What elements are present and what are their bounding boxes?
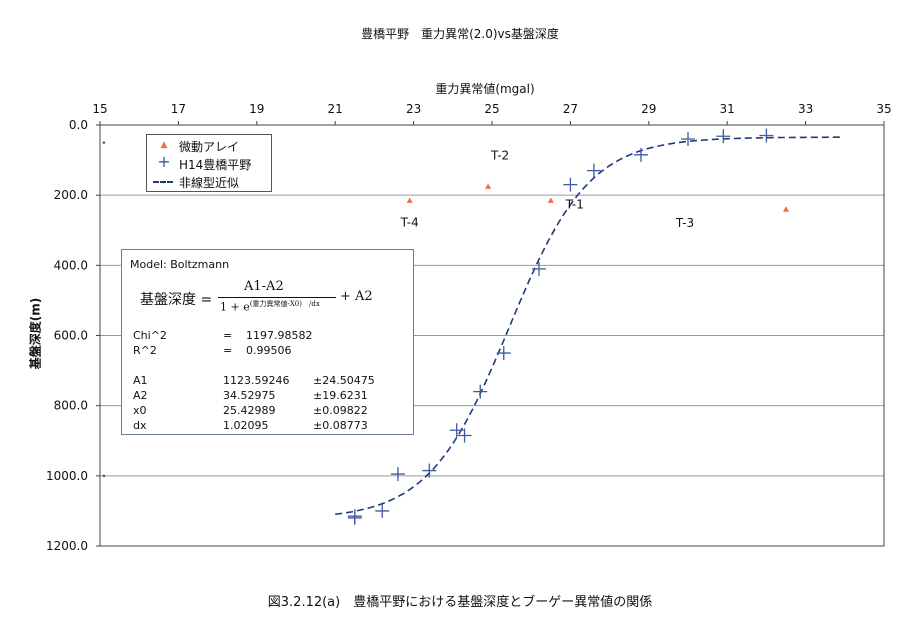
formula-fraction-bar — [218, 297, 336, 298]
chart-legend: ▲ 微動アレイ + H14豊橋平野 非線型近似 — [146, 134, 272, 192]
chart-title: 豊橋平野 重力異常(2.0)vs基盤深度 — [361, 27, 559, 41]
fit-model-box: Model: Boltzmann 基盤深度 = A1-A2 1 + e(重力異常… — [121, 249, 414, 435]
data-point-plus — [496, 346, 511, 361]
param-error: ±0.09822 — [313, 404, 368, 417]
x-tick-label: 35 — [876, 102, 891, 116]
param-value: 1.02095 — [223, 419, 269, 432]
y-tick-label: 1200.0 — [46, 539, 88, 553]
y-tick-label: 200.0 — [54, 188, 88, 202]
data-point-plus — [347, 510, 362, 525]
stat-eq: = — [223, 329, 233, 342]
x-tick-label: 33 — [798, 102, 813, 116]
param-error: ±24.50475 — [313, 374, 375, 387]
figure-caption: 図3.2.12(a) 豊橋平野における基盤深度とブーゲー異常値の関係 — [267, 595, 653, 610]
x-tick-label: 19 — [249, 102, 264, 116]
point-label: T-2 — [490, 148, 509, 162]
stat-eq: = — [223, 344, 233, 357]
point-label: T-1 — [565, 197, 584, 211]
legend-label-fit: 非線型近似 — [179, 176, 240, 190]
model-name: Model: Boltzmann — [130, 258, 230, 271]
data-point-plus — [473, 384, 488, 399]
x-tick-label: 15 — [92, 102, 107, 116]
legend-label-microtremor: 微動アレイ — [179, 140, 240, 154]
data-point-plus — [759, 128, 774, 143]
stat-value: 0.99506 — [246, 344, 292, 357]
y-tick-label: 800.0 — [54, 399, 88, 413]
data-point-plus — [681, 132, 695, 147]
x-tick-label: 17 — [171, 102, 186, 116]
legend-label-gravity: H14豊橋平野 — [179, 158, 252, 172]
x-tick-label: 25 — [484, 102, 499, 116]
data-point-plus — [532, 261, 547, 276]
formula-denominator: 1 + e(重力異常値-X0) /dx — [220, 300, 320, 314]
param-value: 1123.59246 — [223, 374, 290, 387]
data-point-triangle — [406, 197, 413, 203]
y-tick-label: 400.0 — [54, 258, 88, 272]
data-point-plus — [563, 177, 578, 192]
plus-marker-icon: + — [157, 152, 171, 171]
param-error: ±0.08773 — [313, 419, 368, 432]
legend-item-fit: 非線型近似 — [147, 173, 271, 191]
x-tick-label: 29 — [641, 102, 656, 116]
fit-curve — [335, 136, 841, 516]
edge-marker — [102, 141, 106, 144]
point-label: T-3 — [675, 216, 694, 230]
x-axis-title: 重力異常値(mgal) — [435, 82, 535, 96]
edge-marker — [102, 474, 106, 478]
data-point-plus — [375, 503, 390, 518]
param-name: x0 — [133, 404, 147, 417]
formula-numerator: A1-A2 — [244, 279, 284, 294]
data-point-triangle — [783, 206, 789, 212]
legend-item-gravity: + H14豊橋平野 — [147, 152, 271, 173]
triangle-marker-icon: ▲ — [160, 140, 168, 150]
param-error: ±19.6231 — [313, 389, 368, 402]
stat-name: R^2 — [133, 344, 157, 357]
y-tick-label: 0.0 — [69, 118, 88, 132]
x-tick-label: 31 — [720, 102, 735, 116]
formula-lhs: 基盤深度 = — [140, 292, 213, 308]
param-name: A2 — [133, 389, 148, 402]
data-point-plus — [457, 428, 472, 443]
param-name: A1 — [133, 374, 148, 387]
y-tick-label: 600.0 — [54, 329, 88, 343]
legend-item-microtremor: ▲ 微動アレイ — [147, 137, 271, 155]
formula-tail: + A2 — [340, 289, 373, 304]
x-tick-label: 27 — [563, 102, 578, 116]
point-label: T-4 — [400, 215, 419, 229]
x-tick-label: 21 — [328, 102, 343, 116]
data-point-plus — [422, 463, 437, 478]
dashed-line-icon — [153, 181, 173, 183]
x-tick-label: 23 — [406, 102, 421, 116]
data-point-plus — [390, 467, 405, 482]
data-point-plus — [449, 423, 464, 438]
y-tick-label: 1000.0 — [46, 469, 88, 483]
param-name: dx — [133, 419, 147, 432]
data-point-triangle — [485, 183, 492, 189]
data-point-triangle — [547, 197, 554, 203]
data-point-plus — [716, 129, 731, 144]
param-value: 34.52975 — [223, 389, 276, 402]
stat-name: Chi^2 — [133, 329, 167, 342]
model-formula: 基盤深度 = A1-A2 1 + e(重力異常値-X0) /dx + A2 — [140, 279, 410, 317]
param-value: 25.42989 — [223, 404, 276, 417]
stat-value: 1197.98582 — [246, 329, 313, 342]
data-point-plus — [586, 163, 601, 178]
data-point-plus — [633, 147, 648, 162]
